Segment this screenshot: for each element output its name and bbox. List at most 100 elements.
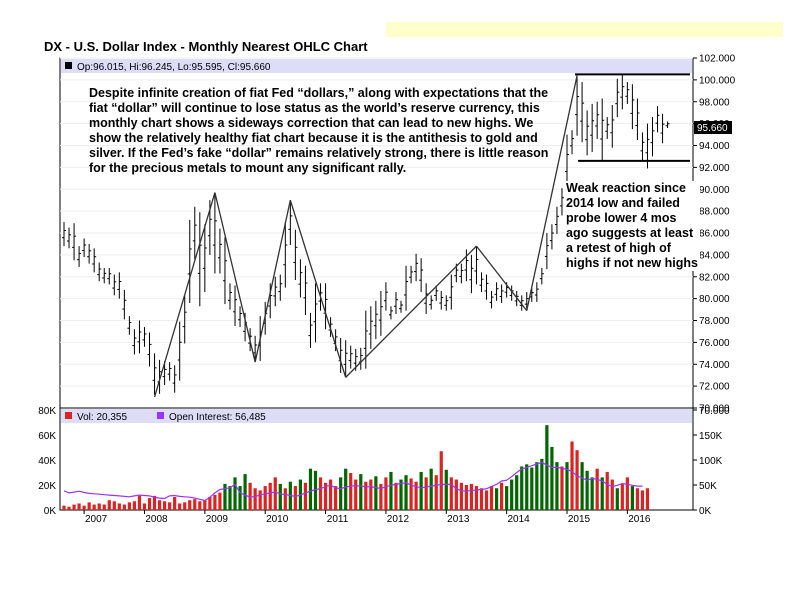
volume-bar <box>489 486 494 510</box>
volume-tick-label-left: 0K <box>44 506 57 517</box>
ohlc-legend-swatch <box>65 62 72 69</box>
volume-bar <box>530 467 534 510</box>
volume-bar <box>550 446 554 510</box>
volume-legend-band <box>61 409 692 423</box>
volume-bar <box>359 474 363 510</box>
volume-bar <box>535 462 539 510</box>
volume-bar <box>419 471 423 510</box>
volume-bar <box>394 482 398 510</box>
volume-bar <box>484 490 489 510</box>
volume-tick-label-left: 40K <box>38 456 56 467</box>
volume-bar <box>635 488 640 510</box>
ohlc-legend: Op:96.015, Hi:96.245, Lo:95.595, Cl:95.6… <box>77 62 271 73</box>
price-tick-label: 72.000 <box>699 382 730 393</box>
range-lines <box>575 73 690 162</box>
price-tick-label: 100.000 <box>699 75 736 86</box>
volume-tick-label-right: 70.000 <box>699 406 730 417</box>
volume-bar <box>223 483 227 510</box>
volume-bar <box>308 468 313 510</box>
price-tick-label: 70.000 <box>699 404 730 415</box>
price-tick-label: 88.000 <box>699 207 730 218</box>
volume-bar <box>379 483 383 510</box>
volume-bar <box>82 505 86 510</box>
volume-bar <box>625 477 629 510</box>
volume-bar <box>233 477 237 510</box>
trend-line <box>153 192 216 398</box>
volume-bar <box>580 462 584 510</box>
volume-bar <box>178 503 182 510</box>
volume-bar <box>102 504 106 510</box>
x-tick-label: 2015 <box>568 514 591 525</box>
volume-bar <box>540 458 544 510</box>
volume-bar <box>117 503 121 510</box>
volume-bar <box>610 479 614 510</box>
volume-bar <box>77 503 81 510</box>
trend-line <box>475 245 528 312</box>
volume-bar <box>505 486 509 510</box>
volume-bar <box>258 490 262 510</box>
volume-bar <box>328 479 333 510</box>
volume-bar <box>404 475 408 510</box>
volume-bar <box>183 502 187 510</box>
annotation-main: Despite infinite creation of fiat Fed “d… <box>89 86 549 175</box>
x-tick-label: 2014 <box>508 514 531 525</box>
volume-bar <box>570 441 574 510</box>
volume-bar <box>615 488 619 510</box>
volume-tick-label-right: 0K <box>699 506 712 517</box>
volume-tick-label-left: 20K <box>38 481 56 492</box>
volume-bar <box>213 494 217 510</box>
x-tick-label: 2016 <box>628 514 651 525</box>
price-tick-label: 90.000 <box>699 185 730 196</box>
oi-legend: Open Interest: 56,485 <box>169 412 266 423</box>
volume-bar <box>555 462 559 510</box>
volume-bar <box>434 475 438 510</box>
volume-bar <box>510 479 514 510</box>
price-tick-label: 74.000 <box>699 360 730 371</box>
volume-bar <box>645 488 650 510</box>
volume-bar <box>595 468 599 510</box>
x-tick-label: 2009 <box>206 514 229 525</box>
volume-tick-label-right: 50K <box>699 481 717 492</box>
volume-bar <box>525 464 529 510</box>
volume-bar <box>193 499 197 510</box>
volume-bar <box>500 482 504 510</box>
x-tick-label: 2013 <box>447 514 470 525</box>
volume-bar <box>273 477 277 510</box>
price-tick-label: 76.000 <box>699 338 730 349</box>
volume-bar <box>414 481 418 510</box>
volume-tick-label-left: 60K <box>38 431 56 442</box>
volume-tick-label-right: 100K <box>699 456 723 467</box>
volume-bar <box>157 500 162 510</box>
volume-bar <box>334 486 338 510</box>
last-price-box <box>694 121 732 134</box>
volume-bar <box>97 503 101 510</box>
price-tick-label: 78.000 <box>699 316 730 327</box>
volume-bar <box>424 477 428 510</box>
chart-title: DX - U.S. Dollar Index - Monthly Nearest… <box>44 39 368 54</box>
price-tick-label: 98.000 <box>699 97 730 108</box>
volume-bar <box>203 500 207 510</box>
volume-bar <box>575 450 579 510</box>
volume-bar <box>218 492 222 510</box>
volume-bar <box>163 501 167 510</box>
volume-bar <box>349 473 353 510</box>
trend-line <box>289 199 347 378</box>
volume-bar <box>640 490 645 510</box>
volume-bar <box>127 502 131 510</box>
volume-bar <box>399 479 403 510</box>
volume-bar <box>494 488 499 510</box>
trend-line <box>254 200 291 363</box>
volume-bar <box>283 488 287 510</box>
volume-bar <box>112 501 116 510</box>
volume-bar <box>107 500 111 510</box>
volume-bar <box>137 495 142 510</box>
price-tick-label: 82.000 <box>699 272 730 283</box>
volume-bar <box>474 486 479 510</box>
price-tick-label: 94.000 <box>699 141 730 152</box>
volume-bar <box>364 481 368 510</box>
volume-bar <box>590 477 594 510</box>
volume-bar <box>464 484 468 510</box>
volume-bar <box>248 482 252 510</box>
volume-bar <box>62 505 66 510</box>
volume-bars <box>62 425 650 510</box>
